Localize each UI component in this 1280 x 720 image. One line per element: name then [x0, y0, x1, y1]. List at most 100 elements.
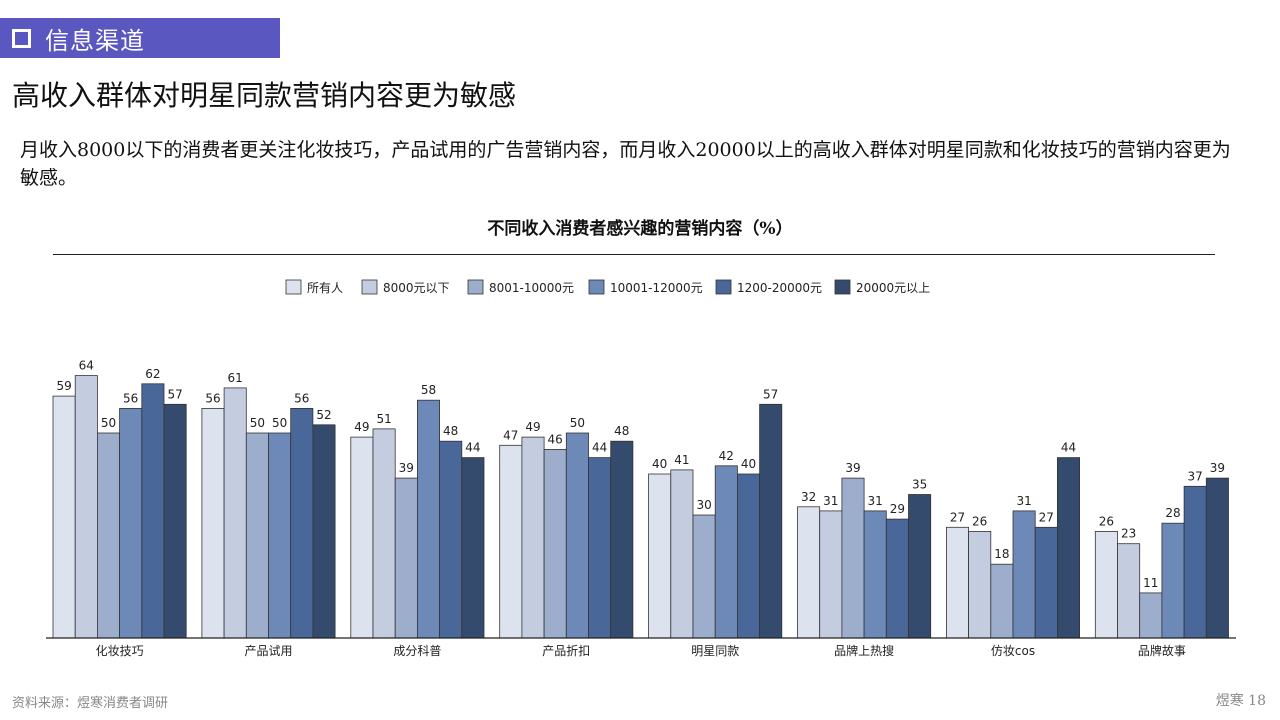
legend-swatch — [834, 279, 851, 295]
data-label: 31 — [823, 494, 838, 508]
bar — [670, 469, 694, 639]
bar — [439, 440, 463, 639]
bar — [1034, 526, 1058, 639]
square-icon — [12, 28, 31, 48]
legend-swatch — [361, 279, 378, 295]
data-label: 31 — [868, 494, 883, 508]
legend-label: 8000元以下 — [383, 281, 450, 295]
data-label: 50 — [272, 416, 287, 430]
bar — [759, 403, 783, 639]
category-label: 明星同款 — [691, 644, 739, 658]
legend-item: 20000元以上 — [834, 279, 930, 295]
bar — [245, 432, 269, 639]
data-label: 62 — [145, 367, 160, 381]
data-label: 46 — [548, 432, 563, 446]
chart-title: 不同收入消费者感兴趣的营销内容（%） — [487, 219, 793, 239]
bar — [1183, 485, 1207, 639]
bar — [1057, 457, 1081, 639]
category-label: 品牌上热搜 — [834, 643, 894, 658]
bar — [714, 465, 738, 639]
data-label: 23 — [1121, 527, 1136, 541]
category-label: 产品试用 — [244, 643, 292, 658]
bar-chart: 所有人 8000元以下 8001-10000元 10001-12000元 1200-20… — [46, 279, 1236, 658]
legend-swatch — [588, 279, 605, 295]
legend-item: 10001-12000元 — [588, 279, 703, 295]
data-label: 18 — [994, 547, 1009, 561]
legend-label: 1200-20000元 — [737, 281, 822, 295]
data-label: 57 — [167, 387, 182, 401]
bar — [1139, 592, 1163, 639]
data-label: 49 — [354, 420, 369, 434]
page-number: 18 — [1248, 693, 1266, 709]
data-label: 44 — [465, 441, 480, 455]
legend-label: 所有人 — [307, 281, 343, 295]
bar — [97, 432, 121, 639]
data-label: 41 — [674, 453, 689, 467]
bar — [908, 494, 932, 639]
bar — [692, 514, 716, 639]
bar — [499, 444, 523, 639]
data-label: 50 — [570, 416, 585, 430]
data-label: 26 — [1099, 514, 1114, 528]
bar — [588, 457, 612, 639]
category-label: 仿妆cos — [991, 644, 1035, 658]
bar — [797, 506, 821, 639]
category-label: 产品折扣 — [542, 643, 590, 658]
bar — [119, 407, 143, 639]
data-label: 39 — [399, 461, 414, 475]
legend-item: 8001-10000元 — [467, 279, 574, 295]
legend-label: 8001-10000元 — [489, 281, 574, 295]
bar — [946, 526, 970, 639]
data-label: 26 — [972, 514, 987, 528]
bar — [312, 424, 336, 639]
data-label: 44 — [592, 441, 607, 455]
bar — [461, 457, 485, 639]
bar — [885, 518, 909, 639]
bar — [74, 375, 98, 639]
section-tag: 信息渠道 — [0, 18, 280, 58]
data-label: 40 — [652, 457, 667, 471]
data-label: 56 — [205, 391, 220, 405]
data-label: 49 — [525, 420, 540, 434]
bar — [543, 448, 567, 639]
bar — [737, 473, 761, 639]
section-label: 信息渠道 — [45, 26, 145, 55]
page-description: 月收入8000以下的消费者更关注化妆技巧，产品试用的广告营销内容，而月收入200… — [20, 139, 1231, 189]
legend-item: 1200-20000元 — [715, 279, 822, 295]
data-label: 56 — [123, 391, 138, 405]
bar — [565, 432, 589, 639]
data-label: 48 — [443, 424, 458, 438]
bar — [863, 510, 887, 639]
data-label: 50 — [101, 416, 116, 430]
legend-label: 10001-12000元 — [610, 281, 703, 295]
data-label: 59 — [56, 379, 71, 393]
data-label: 64 — [79, 359, 94, 373]
bar — [610, 440, 634, 639]
legend-swatch — [285, 279, 302, 295]
data-label: 44 — [1061, 441, 1076, 455]
bar — [1161, 522, 1185, 639]
source-note: 资料来源：煜寒消费者调研 — [12, 696, 169, 711]
bar — [394, 477, 418, 639]
footer-page-info: 煜寒 18 — [1216, 690, 1266, 710]
data-label: 28 — [1165, 506, 1180, 520]
data-label: 32 — [801, 490, 816, 504]
legend-swatch — [715, 279, 732, 295]
legend-label: 20000元以上 — [856, 281, 930, 295]
bar — [290, 407, 314, 639]
data-label: 29 — [890, 502, 905, 516]
bar — [1117, 543, 1141, 639]
data-label: 37 — [1188, 469, 1203, 483]
bar — [990, 563, 1014, 639]
data-label: 52 — [316, 408, 331, 422]
page-headline: 高收入群体对明星同款营销内容更为敏感 — [12, 79, 517, 112]
data-label: 39 — [1210, 461, 1225, 475]
category-label: 化妆技巧 — [96, 644, 144, 658]
bar — [52, 395, 76, 639]
bar — [223, 387, 247, 639]
bar — [1012, 510, 1036, 639]
data-label: 61 — [228, 371, 243, 385]
data-label: 27 — [1039, 510, 1054, 524]
data-label: 48 — [614, 424, 629, 438]
bar — [1205, 477, 1229, 639]
